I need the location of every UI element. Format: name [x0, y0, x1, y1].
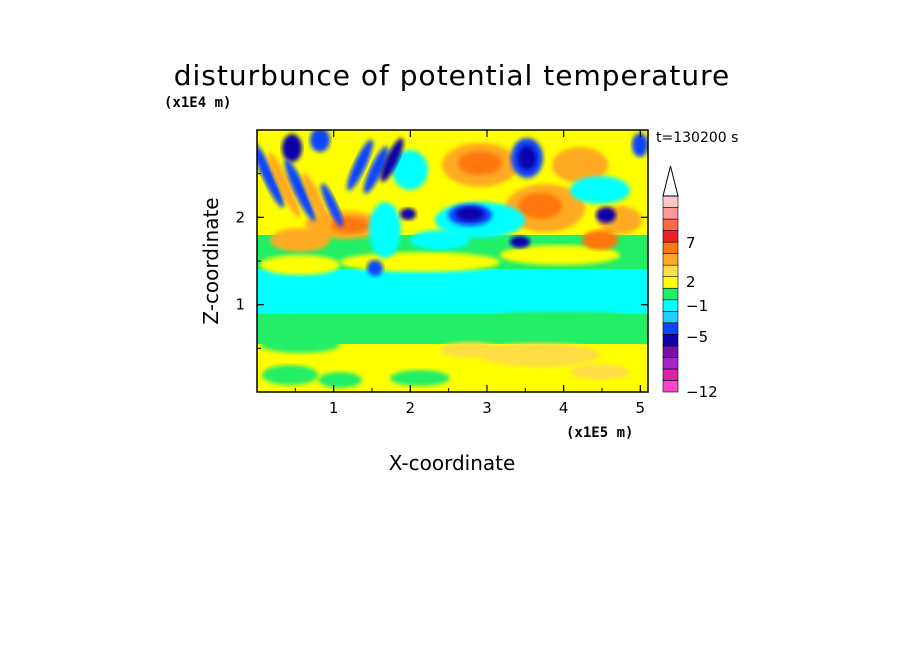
colorbar-tick-label: −5: [686, 328, 708, 346]
x-axis: 1 2 3 4 5: [294, 130, 646, 417]
anomaly-patch: [282, 134, 302, 162]
x-tick-label: 5: [636, 399, 646, 417]
colorbar-swatch: [662, 195, 679, 208]
anomaly-patch: [518, 193, 562, 219]
colorbar-swatch: [662, 276, 679, 289]
x-unit-label: (x1E5 m): [566, 425, 633, 441]
anomaly-patch: [270, 228, 330, 252]
anomaly-patch: [518, 146, 536, 170]
x-axis-label: X-coordinate: [389, 451, 516, 475]
anomaly-patch: [290, 315, 410, 335]
colorbar-swatch: [662, 287, 679, 301]
anomaly-patch: [260, 337, 340, 353]
x-tick-label: 3: [482, 399, 492, 417]
anomaly-patch: [500, 245, 620, 265]
anomaly-patch: [632, 133, 648, 157]
anomaly-patch: [596, 207, 616, 223]
heatmap-field: [257, 130, 648, 392]
colorbar-swatch: [662, 230, 679, 243]
colorbar-swatch: [662, 357, 679, 370]
x-tick-label: 4: [559, 399, 569, 417]
anomaly-patch: [369, 202, 401, 258]
anomaly-patch: [380, 138, 404, 182]
colorbar-swatch: [662, 334, 679, 347]
colorbar-tick-label: 2: [686, 273, 696, 291]
anomaly-patch: [480, 343, 600, 367]
anomaly-patch: [410, 230, 470, 250]
y-axis: 12: [235, 173, 648, 349]
anomaly-patch: [280, 288, 440, 308]
x-tick-label: 1: [329, 399, 339, 417]
colorbar-tick-label: −12: [686, 383, 718, 401]
anomaly-patch: [500, 299, 620, 311]
colorbar-tick-label: −1: [686, 297, 708, 315]
chart-title: disturbunce of potential temperature: [174, 59, 731, 92]
y-tick-label: 1: [235, 296, 245, 314]
anomaly-patch: [456, 207, 484, 221]
anomaly-patch: [262, 365, 318, 385]
anomaly-patch: [302, 172, 330, 228]
anomaly-patch: [267, 152, 301, 218]
anomaly-patch: [284, 159, 316, 221]
colorbar-swatch: [662, 310, 679, 324]
anomaly-patch: [340, 252, 500, 272]
colorbar-swatch: [662, 253, 679, 266]
anomaly-patch: [582, 230, 618, 250]
anomaly-patch: [552, 147, 608, 183]
colorbar-swatch: [662, 218, 679, 231]
colorbar-swatch: [662, 264, 679, 278]
colorbar-swatch: [662, 380, 679, 393]
colorbar-swatch: [662, 368, 679, 381]
anomaly-patch: [310, 130, 330, 152]
anomaly-patch: [400, 208, 416, 220]
time-label: t=130200 s: [656, 130, 738, 146]
y-tick-label: 2: [235, 208, 245, 226]
colorbar: 7 2 −1 −5 −12: [662, 165, 718, 401]
colorbar-swatch: [662, 322, 679, 335]
x-tick-label: 2: [406, 399, 416, 417]
anomaly-patch: [570, 176, 630, 204]
colorbar-swatch: [662, 241, 679, 254]
anomaly-patch: [320, 183, 344, 227]
colorbar-swatch: [662, 207, 679, 220]
anomaly-patch: [346, 139, 374, 191]
colorbar-extend-arrow: [662, 165, 679, 197]
colorbar-swatch: [662, 345, 679, 358]
anomaly-patch: [367, 260, 383, 276]
anomaly-patch: [392, 150, 428, 190]
anomaly-patch: [570, 364, 630, 380]
anomaly-patch: [440, 342, 500, 358]
colorbar-tick-label: 7: [686, 234, 696, 252]
y-unit-label: (x1E4 m): [164, 95, 231, 111]
anomaly-patch: [318, 372, 362, 388]
anomaly-patch: [363, 146, 389, 194]
anomaly-patch: [510, 236, 530, 248]
anomaly-patch: [458, 151, 502, 175]
anomaly-patch: [257, 142, 285, 208]
anomaly-patch: [260, 255, 340, 275]
anomaly-patch: [490, 311, 630, 325]
y-axis-label: Z-coordinate: [199, 197, 223, 324]
colorbar-swatch: [662, 299, 679, 312]
anomaly-patch: [390, 370, 450, 386]
